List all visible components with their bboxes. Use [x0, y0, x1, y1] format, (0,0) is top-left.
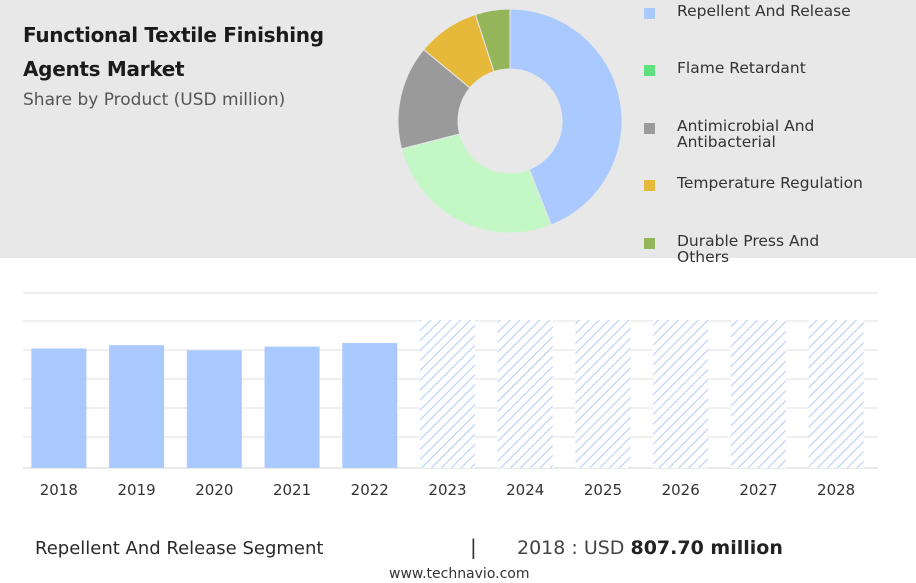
donut-slice	[509, 8, 623, 226]
bar	[186, 350, 242, 468]
forecast-bar	[653, 320, 709, 468]
legend-swatch	[644, 180, 655, 191]
bar	[264, 346, 320, 468]
footer-value: 2018 : USD 807.70 million	[517, 537, 783, 559]
forecast-bar	[808, 320, 864, 468]
legend-label: Durable Press And Others	[677, 232, 820, 266]
bar	[31, 348, 87, 468]
legend-swatch	[644, 65, 655, 76]
legend-label: Flame Retardant	[677, 59, 806, 77]
x-tick-label: 2023	[428, 481, 466, 499]
bar	[109, 345, 165, 468]
chart-title-line-1: Functional Textile Finishing	[23, 23, 324, 47]
footer-segment-label: Repellent And Release Segment	[35, 538, 324, 559]
chart-title: Functional Textile Finishing Agents Mark…	[23, 18, 383, 86]
legend-swatch	[644, 123, 655, 134]
forecast-bar	[497, 320, 553, 468]
forecast-bar	[575, 320, 631, 468]
x-tick-label: 2024	[506, 481, 544, 499]
x-tick-label: 2018	[40, 481, 78, 499]
x-tick-label: 2027	[739, 481, 777, 499]
x-tick-label: 2028	[817, 481, 855, 499]
footer-separator: |	[470, 535, 477, 559]
legend-swatch	[644, 8, 655, 19]
x-tick-label: 2022	[351, 481, 389, 499]
website-link[interactable]: www.technavio.com	[389, 566, 530, 582]
footer-value-prefix: 2018 : USD	[517, 537, 625, 559]
forecast-bar	[730, 320, 786, 468]
donut-chart	[397, 8, 623, 234]
chart-subtitle: Share by Product (USD million)	[23, 90, 286, 110]
x-tick-label: 2021	[273, 481, 311, 499]
legend-label: Antimicrobial And Antibacterial	[677, 117, 815, 151]
x-tick-label: 2026	[662, 481, 700, 499]
donut-slice	[474, 8, 511, 73]
x-tick-label: 2020	[195, 481, 233, 499]
legend-label: Repellent And Release	[677, 2, 851, 20]
forecast-bar	[420, 320, 475, 468]
donut-slice	[400, 133, 552, 234]
legend-label: Temperature Regulation	[677, 174, 863, 192]
chart-title-line-2: Agents Market	[23, 57, 185, 81]
bar	[342, 342, 398, 468]
footer-value-amount: 807.70 million	[630, 537, 783, 559]
x-tick-label: 2019	[117, 481, 155, 499]
x-tick-label: 2025	[584, 481, 622, 499]
bar-chart: 2018 2019 2020 2021 2022 2023 2024 2025 2026 2027…	[23, 292, 878, 499]
legend-swatch	[644, 238, 655, 249]
legend: Repellent And Release Flame Retardant Anti…	[640, 0, 916, 265]
